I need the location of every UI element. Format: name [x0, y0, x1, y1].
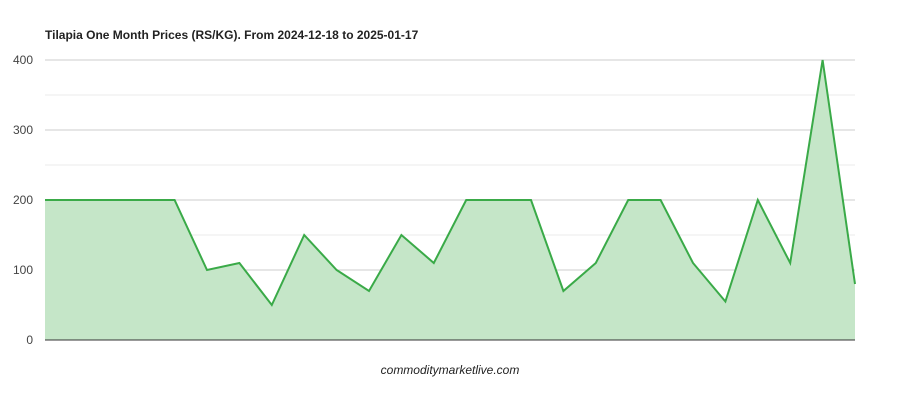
chart-title: Tilapia One Month Prices (RS/KG). From 2… — [45, 28, 419, 42]
y-tick-label: 400 — [13, 53, 33, 67]
y-tick-label: 0 — [26, 333, 33, 347]
y-tick-label: 100 — [13, 263, 33, 277]
series-line — [45, 59, 856, 307]
y-tick-label: 200 — [13, 193, 33, 207]
area-fill — [45, 60, 855, 340]
source-credit: commoditymarketlive.com — [380, 363, 520, 377]
y-tick-label: 300 — [13, 123, 33, 137]
